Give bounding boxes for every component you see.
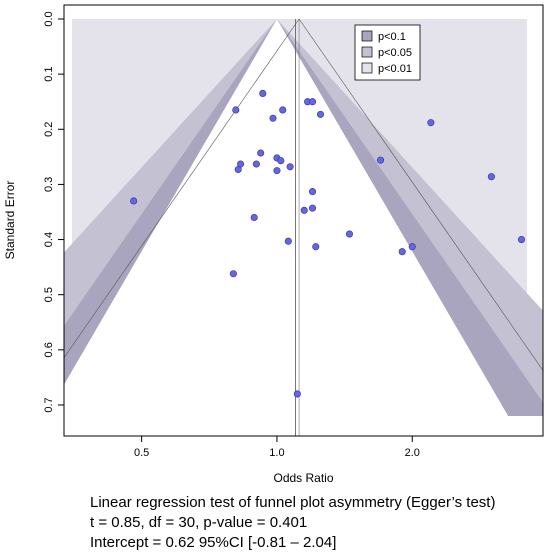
reference-lines bbox=[64, 18, 543, 436]
funnel-plot: 0.5 1.0 2.0 0.0 0.1 0.2 0.3 0.4 0.5 0.6 0.7 Odds … bbox=[3, 4, 544, 485]
significance-regions bbox=[64, 19, 543, 416]
y-tick-label: 0.5 bbox=[43, 287, 55, 302]
x-tick-label: 1.0 bbox=[269, 447, 284, 459]
x-axis: 0.5 1.0 2.0 bbox=[134, 436, 420, 459]
legend: p<0.1 p<0.05 p<0.01 bbox=[354, 24, 421, 81]
study-point bbox=[300, 206, 308, 214]
study-point bbox=[250, 213, 258, 222]
y-tick-label: 0.4 bbox=[43, 232, 55, 247]
study-point bbox=[257, 149, 265, 157]
y-tick-label: 0.0 bbox=[43, 11, 55, 26]
study-point bbox=[286, 163, 294, 171]
study-point bbox=[232, 106, 240, 114]
study-point bbox=[293, 390, 301, 398]
study-point bbox=[273, 167, 281, 175]
legend-label: p<0.1 bbox=[378, 31, 406, 43]
study-point bbox=[279, 106, 287, 114]
study-point bbox=[130, 197, 138, 205]
egger-test-intercept: Intercept = 0.62 95%CI [-0.81 – 2.04] bbox=[90, 534, 337, 551]
study-point bbox=[229, 270, 237, 278]
x-tick-label: 0.5 bbox=[134, 447, 149, 459]
y-tick-label: 0.1 bbox=[43, 66, 55, 81]
y-tick-label: 0.6 bbox=[43, 342, 55, 357]
study-point bbox=[259, 89, 267, 97]
study-point bbox=[345, 230, 354, 238]
study-point bbox=[427, 119, 435, 127]
y-axis-label: Standard Error bbox=[3, 181, 17, 260]
study-point bbox=[252, 160, 260, 168]
study-point bbox=[237, 160, 245, 168]
study-point bbox=[308, 204, 317, 212]
study-point bbox=[269, 114, 277, 122]
egger-test-title: Linear regression test of funnel plot as… bbox=[90, 494, 496, 511]
legend-label: p<0.01 bbox=[378, 63, 412, 75]
study-point bbox=[284, 237, 292, 245]
study-point bbox=[316, 110, 325, 118]
y-tick-label: 0.7 bbox=[43, 397, 55, 412]
egger-test-statistics: t = 0.85, df = 30, p-value = 0.401 bbox=[90, 514, 308, 531]
ci-line-right bbox=[298, 18, 543, 372]
region-inside bbox=[64, 19, 509, 416]
legend-swatch bbox=[361, 62, 373, 74]
study-point bbox=[308, 188, 317, 196]
study-points bbox=[130, 89, 526, 398]
legend-label: p<0.05 bbox=[378, 47, 412, 59]
study-point bbox=[376, 156, 385, 164]
y-axis: 0.0 0.1 0.2 0.3 0.4 0.5 0.6 0.7 bbox=[43, 11, 64, 413]
study-point bbox=[408, 243, 416, 251]
study-point bbox=[517, 236, 526, 244]
plot-frame bbox=[63, 4, 544, 437]
study-point bbox=[308, 98, 317, 106]
legend-swatch bbox=[361, 46, 373, 58]
x-tick-label: 2.0 bbox=[405, 447, 420, 459]
legend-swatch bbox=[361, 30, 373, 42]
y-tick-label: 0.2 bbox=[43, 122, 55, 137]
study-point bbox=[312, 243, 320, 251]
x-axis-label: Odds Ratio bbox=[273, 471, 333, 485]
study-point bbox=[277, 157, 285, 165]
ci-line-left bbox=[64, 18, 300, 359]
y-tick-label: 0.3 bbox=[43, 177, 55, 192]
study-point bbox=[487, 173, 495, 181]
study-point bbox=[398, 248, 406, 256]
